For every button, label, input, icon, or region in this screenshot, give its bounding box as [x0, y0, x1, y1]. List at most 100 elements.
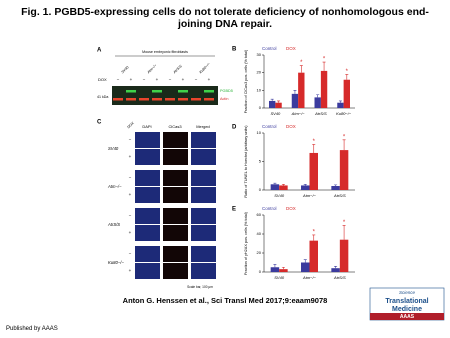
significance-mark: *: [323, 57, 326, 63]
dose-sign: +: [129, 268, 132, 273]
bar: [331, 186, 340, 190]
figure-title: Fig. 1. PGBD5-expressing cells do not to…: [21, 6, 429, 30]
panel-label: B: [232, 47, 237, 53]
error-bar: [273, 182, 277, 185]
y-tick-label: 30: [257, 52, 262, 57]
bar: [314, 97, 321, 108]
dose-sign: −: [129, 213, 132, 218]
y-tick-label: 10: [257, 130, 262, 135]
bar: [331, 268, 340, 272]
x-tick-label: SV40: [274, 193, 285, 198]
bar: [270, 267, 280, 272]
micrograph: [135, 246, 160, 262]
bar: [309, 152, 318, 190]
bar: [343, 79, 350, 108]
error-bar: [299, 65, 303, 73]
error-bar: [277, 100, 281, 103]
dose-sign: −: [129, 175, 132, 180]
micrograph: [191, 246, 216, 262]
band: [178, 98, 188, 101]
dose-sign: −: [117, 77, 120, 82]
marker-label: 41 kDa: [97, 95, 108, 99]
panel-label: A: [97, 48, 102, 54]
band: [152, 90, 162, 93]
dose-sign: −: [129, 137, 132, 142]
panel-a-title: Mouse embryonic fibroblasts: [142, 50, 188, 54]
row-label: AtrS/S: [107, 222, 120, 227]
dose-sign: +: [156, 77, 159, 82]
bar: [301, 262, 310, 272]
dose-sign: +: [130, 77, 133, 82]
error-bar: [342, 225, 346, 240]
micrograph: [163, 132, 188, 148]
legend-entry: Control: [262, 206, 277, 211]
micrograph: [191, 187, 216, 203]
bar: [298, 72, 305, 108]
band-label: PGBD5: [220, 89, 233, 93]
error-bar: [334, 184, 338, 187]
band: [178, 90, 188, 93]
dose-sign: −: [143, 77, 146, 82]
significance-mark: *: [313, 230, 316, 236]
panel-label: D: [232, 125, 237, 131]
dose-sign: +: [129, 154, 132, 159]
panel-label: E: [232, 207, 236, 213]
significance-mark: *: [343, 134, 346, 140]
bar: [339, 150, 349, 190]
micrograph: [135, 208, 160, 224]
y-axis-label: Ratio of TUNEL to Hoechst (arbitrary uni…: [244, 125, 248, 198]
micrograph: [191, 263, 216, 279]
scale-bar-label: Scale bar, 100 μm: [187, 285, 213, 289]
micrograph: [163, 246, 188, 262]
lane-label: AtrS/S: [172, 64, 183, 75]
micrograph: [191, 208, 216, 224]
error-bar: [303, 259, 307, 263]
error-bar: [334, 266, 338, 269]
error-bar: [273, 264, 277, 268]
significance-mark: *: [313, 139, 316, 145]
dose-sign: −: [169, 77, 172, 82]
band: [165, 98, 175, 101]
bar: [337, 102, 344, 108]
dose-sign: +: [129, 230, 132, 235]
y-tick-label: 40: [257, 231, 262, 236]
band: [191, 98, 201, 101]
legend-entry: Control: [262, 124, 277, 129]
bar: [270, 184, 280, 190]
error-bar: [303, 184, 307, 186]
lane-label: SV40: [121, 65, 130, 74]
logo-text: AAAS: [400, 314, 415, 320]
error-bar: [312, 234, 316, 241]
micrograph: [135, 149, 160, 165]
error-bar: [338, 100, 342, 103]
y-tick-label: 20: [257, 70, 262, 75]
band: [126, 98, 136, 101]
dose-sign: +: [129, 192, 132, 197]
error-bar: [322, 61, 326, 71]
logo-text: Translational: [385, 298, 428, 305]
y-axis-label: Fraction of γH2AX pos. cells (% total): [244, 211, 248, 275]
dose-header: DOX: [127, 121, 136, 130]
micrograph: [191, 170, 216, 186]
column-header: Merged: [196, 124, 210, 129]
column-header: ClCas3: [168, 124, 182, 129]
column-header: DAPI: [142, 124, 151, 129]
micrograph: [163, 170, 188, 186]
lane-label: Atm−/−: [146, 63, 158, 75]
y-tick-label: 0: [259, 105, 262, 110]
logo-text: Medicine: [392, 306, 422, 313]
x-tick-label: AtrS/S: [333, 275, 346, 280]
dose-sign: +: [208, 77, 211, 82]
x-tick-label: SV40: [270, 111, 281, 116]
band: [139, 98, 149, 101]
error-bar: [281, 266, 285, 270]
y-tick-label: 20: [257, 250, 262, 255]
bar: [339, 239, 349, 272]
error-bar: [281, 184, 285, 186]
dose-sign: −: [129, 251, 132, 256]
band-label: Actin: [220, 97, 228, 101]
band: [204, 98, 214, 101]
dose-sign: −: [195, 77, 198, 82]
